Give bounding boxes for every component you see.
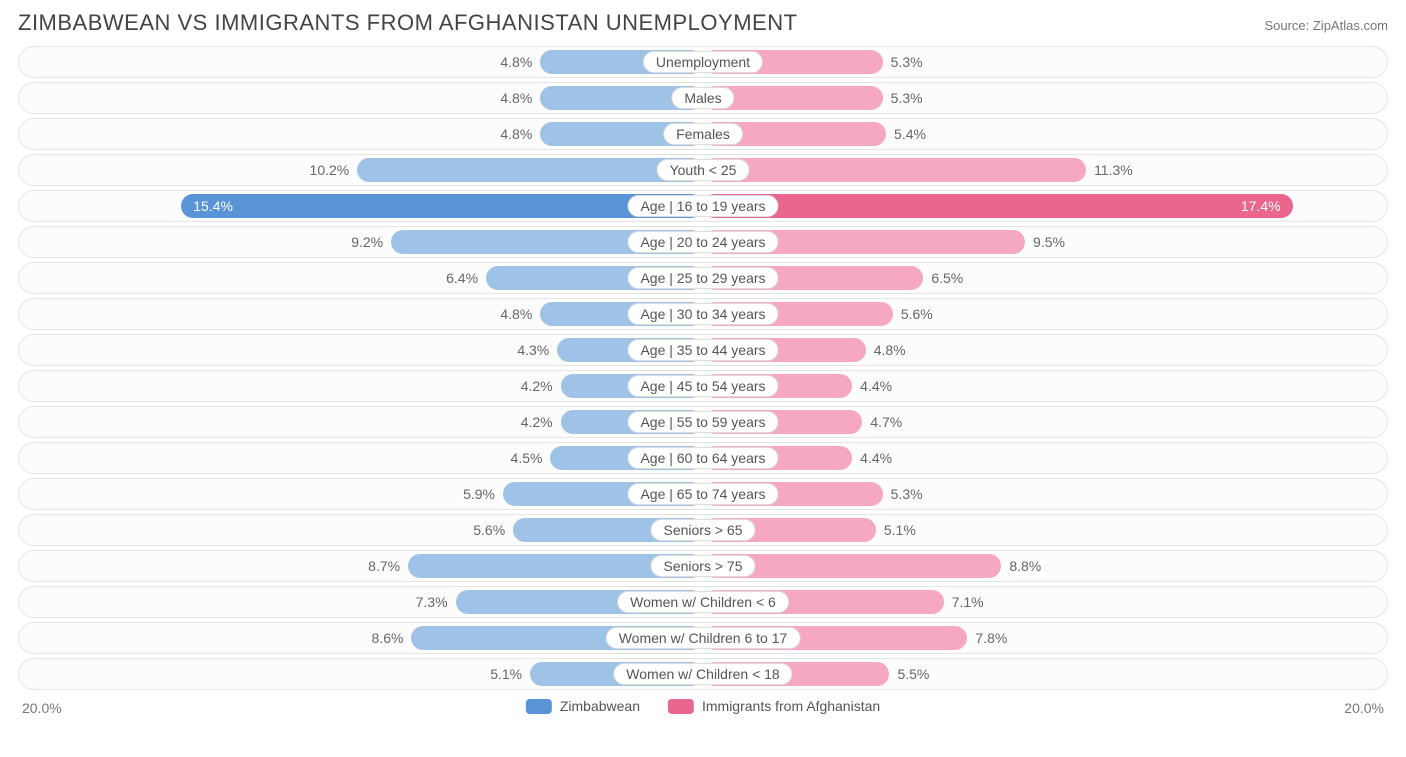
value-right: 4.4% <box>860 446 892 470</box>
value-left: 4.2% <box>521 374 553 398</box>
value-right: 5.1% <box>884 518 916 542</box>
chart-row: 4.2% 4.7% Age | 55 to 59 years <box>18 406 1388 438</box>
chart-row: 4.8% 5.3% Unemployment <box>18 46 1388 78</box>
value-left: 5.6% <box>473 518 505 542</box>
category-label: Age | 60 to 64 years <box>627 447 778 469</box>
chart-row: 4.3% 4.8% Age | 35 to 44 years <box>18 334 1388 366</box>
legend-label-right: Immigrants from Afghanistan <box>702 698 880 714</box>
value-right: 4.7% <box>870 410 902 434</box>
value-left: 4.5% <box>511 446 543 470</box>
chart-row: 15.4% 17.4% Age | 16 to 19 years <box>18 190 1388 222</box>
value-right: 5.3% <box>891 482 923 506</box>
category-label: Seniors > 75 <box>651 555 756 577</box>
category-label: Women w/ Children < 6 <box>617 591 789 613</box>
axis-max-left: 20.0% <box>22 700 62 716</box>
chart-title: ZIMBABWEAN VS IMMIGRANTS FROM AFGHANISTA… <box>18 10 798 36</box>
value-right: 5.4% <box>894 122 926 146</box>
value-left: 10.2% <box>310 158 350 182</box>
chart-row: 4.2% 4.4% Age | 45 to 54 years <box>18 370 1388 402</box>
category-label: Age | 45 to 54 years <box>627 375 778 397</box>
category-label: Youth < 25 <box>657 159 750 181</box>
chart-row: 8.6% 7.8% Women w/ Children 6 to 17 <box>18 622 1388 654</box>
category-label: Seniors > 65 <box>651 519 756 541</box>
chart-row: 5.6% 5.1% Seniors > 65 <box>18 514 1388 546</box>
value-left: 6.4% <box>446 266 478 290</box>
value-right: 11.3% <box>1094 158 1133 182</box>
category-label: Age | 16 to 19 years <box>627 195 778 217</box>
value-left: 4.2% <box>521 410 553 434</box>
bar-right <box>703 158 1086 182</box>
bar-right <box>703 194 1293 218</box>
category-label: Age | 25 to 29 years <box>627 267 778 289</box>
chart-row: 4.8% 5.4% Females <box>18 118 1388 150</box>
category-label: Women w/ Children < 18 <box>613 663 792 685</box>
chart-row: 5.1% 5.5% Women w/ Children < 18 <box>18 658 1388 690</box>
value-right: 5.5% <box>897 662 929 686</box>
chart-source: Source: ZipAtlas.com <box>1264 18 1388 33</box>
legend-swatch-right <box>668 699 694 714</box>
value-left: 15.4% <box>193 194 233 218</box>
value-right: 5.3% <box>891 50 923 74</box>
legend-item-right: Immigrants from Afghanistan <box>668 698 880 714</box>
value-left: 7.3% <box>416 590 448 614</box>
category-label: Age | 65 to 74 years <box>627 483 778 505</box>
value-left: 4.8% <box>500 122 532 146</box>
legend-item-left: Zimbabwean <box>526 698 640 714</box>
value-left: 4.3% <box>517 338 549 362</box>
bar-left <box>181 194 703 218</box>
legend-swatch-left <box>526 699 552 714</box>
value-left: 8.6% <box>372 626 404 650</box>
chart-row: 4.5% 4.4% Age | 60 to 64 years <box>18 442 1388 474</box>
value-right: 6.5% <box>931 266 963 290</box>
chart-footer: 20.0% Zimbabwean Immigrants from Afghani… <box>18 694 1388 734</box>
chart-row: 5.9% 5.3% Age | 65 to 74 years <box>18 478 1388 510</box>
chart-row: 6.4% 6.5% Age | 25 to 29 years <box>18 262 1388 294</box>
value-left: 4.8% <box>500 86 532 110</box>
category-label: Age | 35 to 44 years <box>627 339 778 361</box>
chart-header: ZIMBABWEAN VS IMMIGRANTS FROM AFGHANISTA… <box>0 0 1406 42</box>
chart-row: 4.8% 5.6% Age | 30 to 34 years <box>18 298 1388 330</box>
value-right: 9.5% <box>1033 230 1065 254</box>
chart-row: 10.2% 11.3% Youth < 25 <box>18 154 1388 186</box>
value-right: 5.3% <box>891 86 923 110</box>
value-right: 4.8% <box>874 338 906 362</box>
legend: Zimbabwean Immigrants from Afghanistan <box>526 698 880 714</box>
chart-row: 8.7% 8.8% Seniors > 75 <box>18 550 1388 582</box>
category-label: Males <box>671 87 734 109</box>
category-label: Age | 55 to 59 years <box>627 411 778 433</box>
category-label: Females <box>663 123 743 145</box>
value-left: 5.9% <box>463 482 495 506</box>
axis-max-right: 20.0% <box>1344 700 1384 716</box>
chart-row: 9.2% 9.5% Age | 20 to 24 years <box>18 226 1388 258</box>
value-left: 4.8% <box>500 50 532 74</box>
category-label: Age | 30 to 34 years <box>627 303 778 325</box>
value-right: 8.8% <box>1009 554 1041 578</box>
bar-left <box>357 158 703 182</box>
value-right: 4.4% <box>860 374 892 398</box>
value-left: 8.7% <box>368 554 400 578</box>
value-left: 4.8% <box>500 302 532 326</box>
category-label: Women w/ Children 6 to 17 <box>606 627 801 649</box>
value-right: 7.1% <box>952 590 984 614</box>
category-label: Age | 20 to 24 years <box>627 231 778 253</box>
butterfly-chart: 4.8% 5.3% Unemployment 4.8% 5.3% Males 4.8% 5.4… <box>0 42 1406 690</box>
value-right: 7.8% <box>975 626 1007 650</box>
chart-row: 7.3% 7.1% Women w/ Children < 6 <box>18 586 1388 618</box>
value-right: 17.4% <box>1241 194 1281 218</box>
legend-label-left: Zimbabwean <box>560 698 640 714</box>
category-label: Unemployment <box>643 51 763 73</box>
value-right: 5.6% <box>901 302 933 326</box>
value-left: 5.1% <box>490 662 522 686</box>
chart-row: 4.8% 5.3% Males <box>18 82 1388 114</box>
value-left: 9.2% <box>351 230 383 254</box>
